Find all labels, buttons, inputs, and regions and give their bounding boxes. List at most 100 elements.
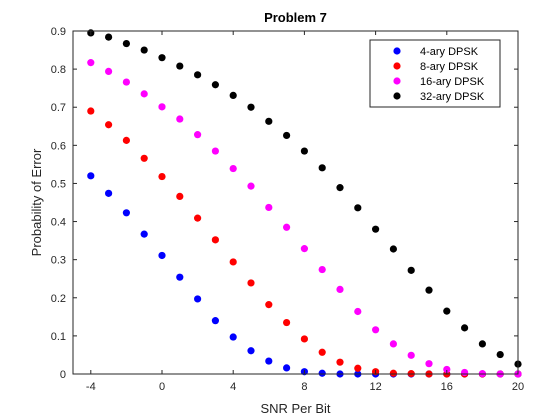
data-point	[372, 326, 379, 333]
y-tick-label: 0.9	[51, 26, 66, 38]
data-point	[158, 54, 165, 61]
y-tick-label: 0.5	[51, 178, 66, 190]
y-tick-label: 0.7	[51, 102, 66, 114]
data-point	[212, 317, 219, 324]
data-point	[265, 204, 272, 211]
data-point	[141, 90, 148, 97]
data-point	[105, 33, 112, 40]
data-point	[283, 364, 290, 371]
data-point	[354, 365, 361, 372]
data-point	[123, 78, 130, 85]
data-point	[425, 360, 432, 367]
data-point	[247, 279, 254, 286]
data-point	[247, 104, 254, 111]
data-point	[230, 165, 237, 172]
data-point	[336, 286, 343, 293]
data-point	[319, 266, 326, 273]
data-point	[443, 308, 450, 315]
data-point	[283, 319, 290, 326]
data-point	[141, 155, 148, 162]
data-point	[265, 118, 272, 125]
y-tick-label: 0.8	[51, 64, 66, 76]
data-point	[301, 245, 308, 252]
data-point	[141, 231, 148, 238]
data-point	[230, 333, 237, 340]
legend-entry: 4-ary DPSK	[420, 46, 479, 58]
y-tick-label: 0.1	[51, 331, 66, 343]
data-point	[354, 308, 361, 315]
data-point	[390, 245, 397, 252]
data-point	[301, 147, 308, 154]
data-point	[230, 258, 237, 265]
legend-marker	[393, 47, 400, 54]
legend: 4-ary DPSK8-ary DPSK16-ary DPSK32-ary DP…	[370, 40, 500, 107]
data-point	[158, 173, 165, 180]
data-point	[87, 59, 94, 66]
data-point	[354, 204, 361, 211]
data-point	[336, 359, 343, 366]
data-point	[319, 370, 326, 377]
data-point	[461, 369, 468, 376]
y-tick-label: 0.3	[51, 255, 66, 267]
data-point	[479, 340, 486, 347]
legend-marker	[393, 92, 400, 99]
data-point	[105, 68, 112, 75]
legend-marker	[393, 62, 400, 69]
x-tick-label: 16	[441, 381, 453, 393]
data-point	[497, 351, 504, 358]
y-axis-label: Probability of Error	[29, 148, 44, 256]
data-point	[212, 147, 219, 154]
y-tick-label: 0	[60, 369, 66, 381]
data-point	[105, 121, 112, 128]
data-point	[408, 352, 415, 359]
data-point	[408, 267, 415, 274]
data-point	[194, 71, 201, 78]
data-point	[212, 81, 219, 88]
chart-title: Problem 7	[264, 10, 327, 25]
data-point	[230, 92, 237, 99]
data-point	[105, 190, 112, 197]
data-point	[425, 287, 432, 294]
data-point	[283, 132, 290, 139]
data-point	[372, 226, 379, 233]
x-tick-label: 0	[159, 381, 165, 393]
data-point	[123, 209, 130, 216]
data-point	[283, 224, 290, 231]
data-point	[212, 236, 219, 243]
x-tick-label: 12	[369, 381, 381, 393]
x-tick-label: 20	[512, 381, 524, 393]
data-point	[123, 137, 130, 144]
data-point	[247, 183, 254, 190]
legend-marker	[393, 77, 400, 84]
x-tick-label: 8	[301, 381, 307, 393]
data-point	[319, 164, 326, 171]
data-point	[123, 40, 130, 47]
data-point	[461, 324, 468, 331]
x-tick-label: -4	[86, 381, 96, 393]
data-point	[390, 370, 397, 377]
data-point	[301, 335, 308, 342]
data-point	[176, 62, 183, 69]
data-point	[194, 215, 201, 222]
y-tick-label: 0.4	[51, 217, 66, 229]
legend-entry: 32-ary DPSK	[420, 91, 485, 103]
x-axis-label: SNR Per Bit	[260, 401, 330, 416]
data-point	[176, 193, 183, 200]
data-point	[158, 103, 165, 110]
data-point	[176, 274, 183, 281]
data-point	[87, 107, 94, 114]
data-point	[336, 184, 343, 191]
data-point	[390, 340, 397, 347]
data-point	[247, 347, 254, 354]
data-point	[265, 357, 272, 364]
y-tick-label: 0.2	[51, 293, 66, 305]
data-point	[194, 131, 201, 138]
data-point	[141, 46, 148, 53]
legend-entry: 16-ary DPSK	[420, 76, 485, 88]
data-point	[176, 115, 183, 122]
y-tick-label: 0.6	[51, 140, 66, 152]
data-point	[158, 252, 165, 259]
x-tick-label: 4	[230, 381, 236, 393]
data-point	[194, 295, 201, 302]
